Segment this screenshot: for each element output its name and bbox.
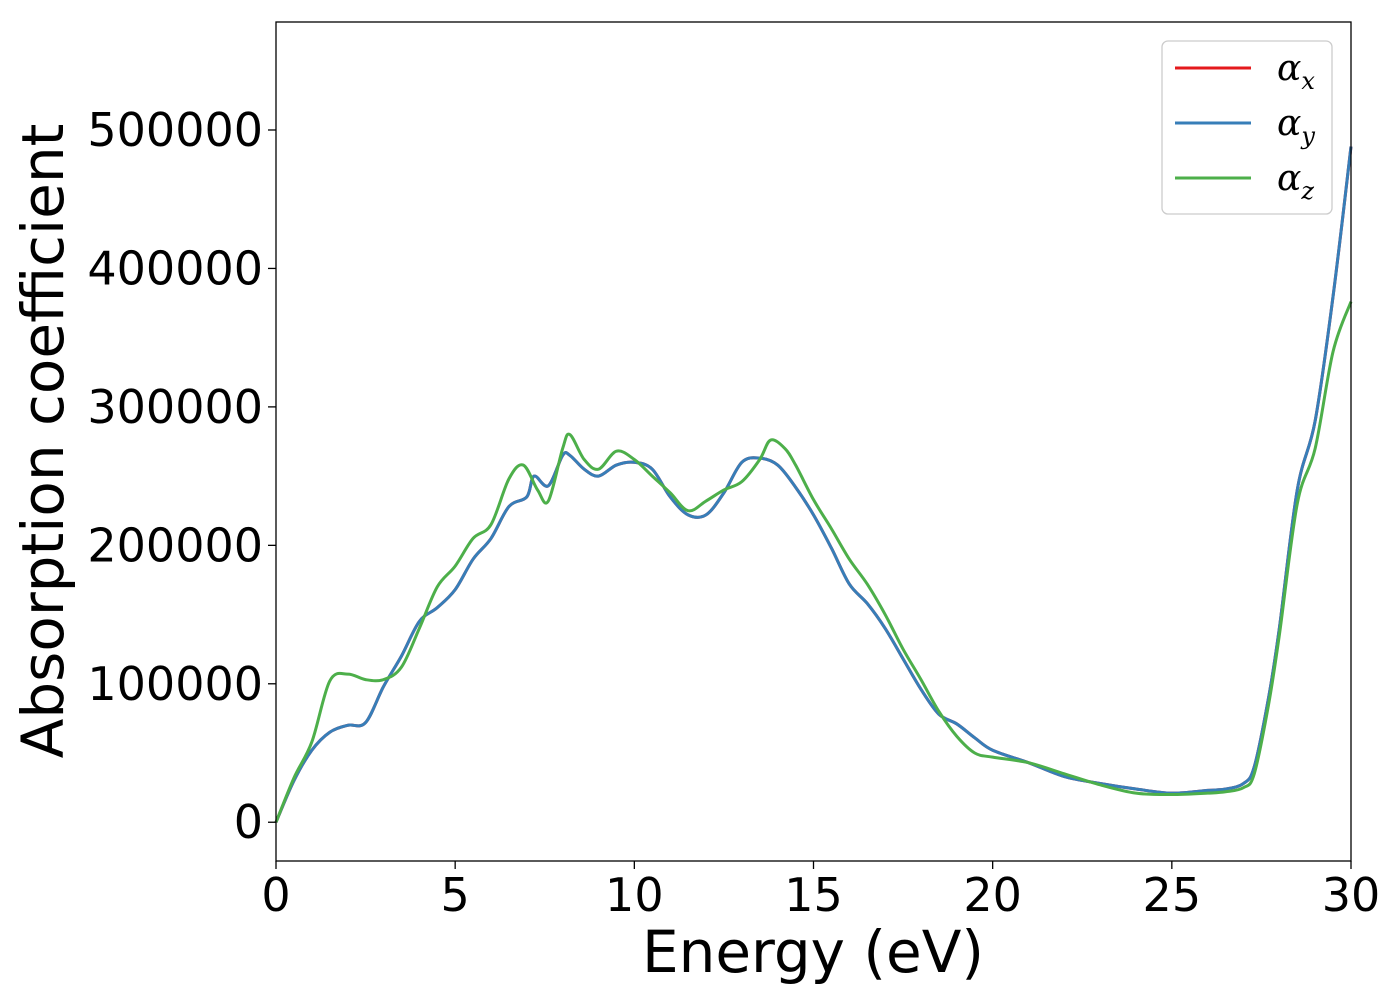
series-line-alpha-z — [274, 301, 1353, 823]
x-axis-title: Energy (eV) — [642, 918, 984, 986]
x-axis-ticks: 0 5 10 15 20 25 30 — [261, 861, 1380, 922]
legend-label-alpha-x: αx — [1277, 48, 1315, 95]
x-tick-label: 25 — [1143, 868, 1202, 922]
series-lines — [274, 146, 1353, 823]
x-tick-label: 5 — [441, 868, 470, 922]
legend: αx αy αz — [1161, 40, 1333, 215]
x-tick-label: 20 — [963, 868, 1022, 922]
x-tick-label: 30 — [1322, 868, 1381, 922]
y-tick-label: 100000 — [87, 657, 263, 711]
y-axis-ticks: 0 100000 200000 300000 400000 500000 — [87, 103, 276, 849]
x-tick-label: 0 — [261, 868, 290, 922]
y-tick-label: 500000 — [87, 103, 263, 157]
x-tick-label: 15 — [784, 868, 843, 922]
legend-label-alpha-z: αz — [1277, 158, 1314, 205]
y-axis-title: Absorption coefficient — [9, 124, 77, 759]
y-tick-label: 200000 — [87, 518, 263, 572]
legend-label-alpha-y: αy — [1277, 103, 1315, 150]
y-tick-label: 300000 — [87, 380, 263, 434]
y-tick-label: 400000 — [87, 241, 263, 295]
legend-box — [1161, 40, 1333, 215]
legend-items: αx αy αz — [1175, 48, 1315, 205]
y-tick-label: 0 — [234, 795, 263, 849]
series-line-alpha-x — [274, 146, 1353, 823]
x-tick-label: 10 — [605, 868, 664, 922]
series-line-alpha-y — [274, 146, 1353, 823]
